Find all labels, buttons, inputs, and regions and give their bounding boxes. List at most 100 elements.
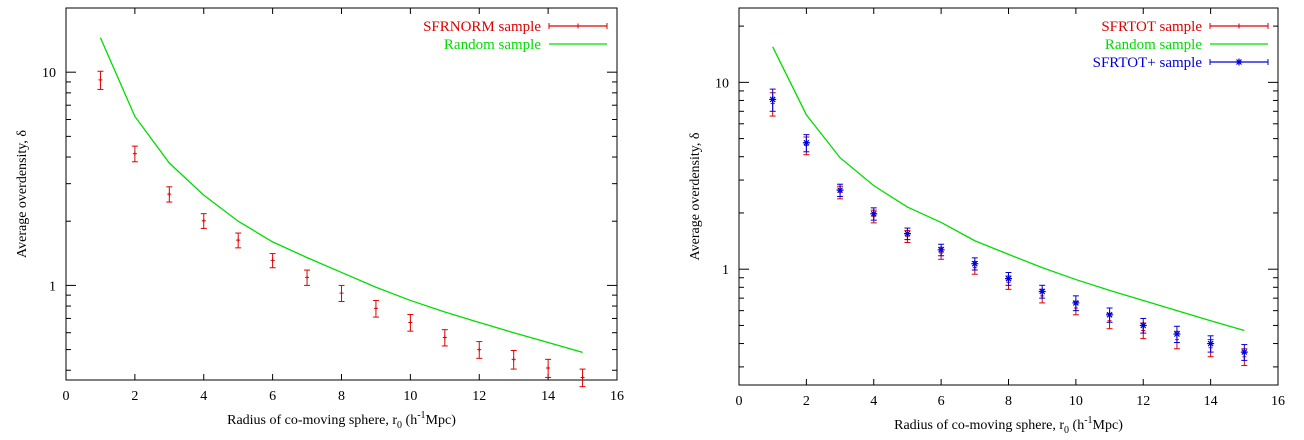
point-marker: [1207, 340, 1215, 348]
x-tick-label: 0: [63, 389, 70, 404]
point-marker: [511, 357, 516, 362]
point-marker: [1038, 287, 1046, 295]
point-marker: [870, 210, 878, 218]
x-tick-label: 10: [1069, 394, 1083, 409]
point-marker: [1072, 299, 1080, 307]
point-marker: [339, 291, 344, 296]
x-axis-label-unit-end: Mpc): [1093, 418, 1124, 433]
point-marker: [769, 95, 777, 103]
series-1: [99, 37, 583, 354]
series-line: [99, 37, 583, 354]
series-1: [772, 46, 1245, 332]
data-point: [407, 314, 414, 332]
x-tick-label: 8: [1005, 394, 1012, 409]
point-marker: [802, 139, 810, 147]
point-marker: [1240, 348, 1248, 356]
legend-label: Random sample: [444, 37, 541, 53]
plot-frame: [65, 7, 618, 381]
data-point: [769, 88, 777, 112]
x-tick-label: 0: [736, 394, 743, 409]
series-2: [769, 88, 1248, 361]
point-marker: [477, 347, 482, 352]
x-tick-label: 4: [200, 389, 207, 404]
legend-label: SFRNORM sample: [423, 19, 541, 35]
data-point: [870, 207, 878, 221]
x-axis-label-main: Radius of co-moving sphere, r: [227, 413, 397, 428]
data-point: [1005, 272, 1012, 286]
data-point: [97, 70, 104, 90]
point-marker: [98, 77, 103, 82]
data-point: [510, 350, 517, 370]
y-axis-label: Average overdensity, δ: [688, 132, 703, 260]
data-point: [1207, 335, 1215, 353]
data-point: [937, 243, 945, 257]
point-marker: [580, 375, 585, 380]
x-tick-label: 6: [269, 389, 276, 404]
y-tick-label: 1: [722, 263, 729, 278]
y-tick-label: 10: [42, 66, 56, 81]
left-chart-panel: 0 2 4 6 8 10 12 14 16 1 10 Radius of co-moving sphe…: [15, 7, 624, 431]
legend-label: SFRTOT+ sample: [1093, 55, 1203, 71]
y-axis-label: Average overdensity, δ: [15, 130, 30, 258]
point-marker: [408, 320, 413, 325]
data-point: [1106, 307, 1114, 323]
data-point: [476, 341, 483, 359]
x-tick-label: 14: [1204, 394, 1218, 409]
legend-marker: [1235, 58, 1243, 66]
x-tick-label: 4: [870, 394, 877, 409]
point-marker: [546, 365, 551, 370]
data-point: [545, 358, 552, 378]
x-tick-label: 14: [541, 389, 555, 404]
point-marker: [937, 246, 945, 254]
series-line: [772, 46, 1245, 332]
y-tick-label: 10: [715, 76, 729, 91]
data-point: [1038, 284, 1046, 299]
data-point: [269, 253, 276, 269]
x-tick-label: 6: [938, 394, 945, 409]
point-marker: [971, 260, 979, 268]
point-marker: [236, 238, 241, 243]
x-axis-label-superscript: -1: [1084, 415, 1092, 426]
x-axis-label-unit: (h: [402, 413, 417, 428]
data-point: [836, 183, 844, 197]
point-marker: [305, 275, 310, 280]
point-marker: [373, 306, 378, 311]
data-point: [802, 134, 810, 153]
right-chart: 0 2 4 6 8 10 12 14 16 1 10 Radius of co-moving sphe…: [688, 7, 1285, 436]
x-tick-label: 2: [131, 389, 138, 404]
series-0: [97, 70, 586, 388]
y-tick-label: 1: [49, 279, 56, 294]
data-point: [200, 213, 207, 229]
point-marker: [1139, 321, 1147, 329]
data-point: [1139, 317, 1147, 334]
data-point: [903, 227, 911, 241]
x-axis-label: Radius of co-moving sphere, r0 (h-1Mpc): [227, 410, 456, 431]
data-point: [1072, 295, 1080, 312]
x-tick-label: 12: [1136, 394, 1150, 409]
data-point: [1173, 325, 1181, 344]
point-marker: [1005, 275, 1012, 283]
x-tick-label: 8: [338, 389, 345, 404]
point-marker: [836, 186, 844, 194]
x-axis-label-subscript: 0: [1064, 425, 1069, 436]
data-point: [131, 145, 138, 163]
series-0: [769, 92, 1248, 367]
data-point: [304, 269, 311, 286]
data-point: [166, 186, 173, 203]
data-point: [971, 257, 979, 271]
x-tick-label: 16: [610, 389, 624, 404]
x-tick-label: 12: [472, 389, 486, 404]
left-chart: 0 2 4 6 8 10 12 14 16 1 10 Radius of co-moving sphe…: [15, 7, 624, 431]
x-tick-label: 16: [1271, 394, 1285, 409]
data-point: [338, 284, 345, 303]
legend-label: Random sample: [1105, 37, 1202, 53]
data-point: [1240, 344, 1248, 361]
data-point: [579, 368, 586, 388]
point-marker: [132, 151, 137, 156]
data-point: [235, 232, 242, 249]
x-tick-label: 10: [403, 389, 417, 404]
x-axis-label-unit-end: Mpc): [426, 413, 457, 428]
x-tick-label: 2: [803, 394, 810, 409]
point-marker: [167, 192, 172, 197]
point-marker: [1173, 330, 1181, 338]
